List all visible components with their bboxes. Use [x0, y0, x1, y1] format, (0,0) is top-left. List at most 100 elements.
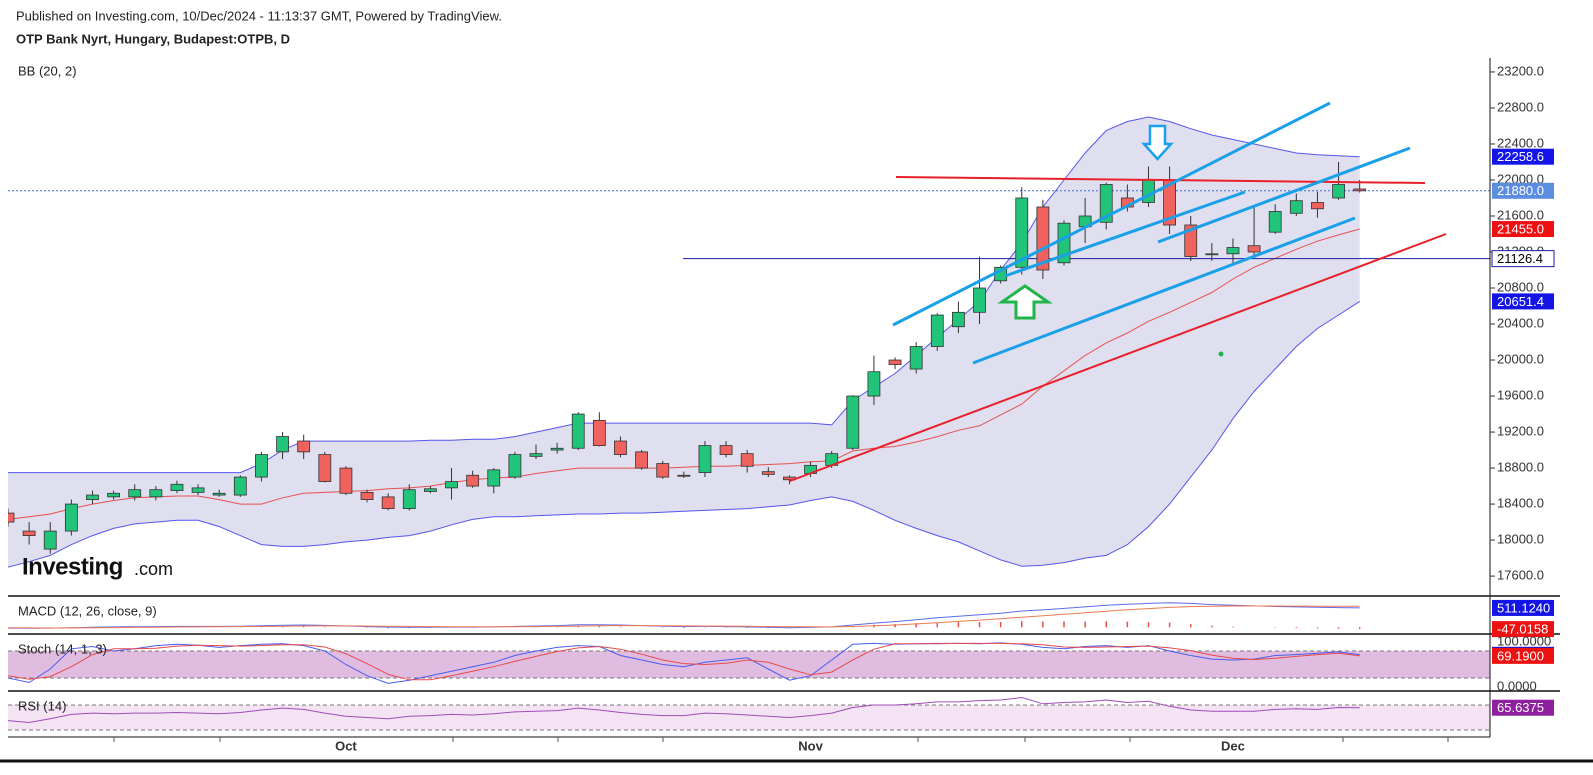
histogram-bar: [1084, 621, 1086, 628]
candle-body: [64, 503, 78, 532]
up-arrow: [997, 284, 1053, 320]
candle-body: [677, 474, 691, 477]
indicator-line: [8, 605, 1360, 629]
candle-body: [149, 489, 163, 498]
histogram-bar: [387, 627, 389, 629]
candle-body: [191, 487, 205, 493]
candle-body: [973, 287, 986, 313]
histogram-bar: [957, 622, 960, 628]
histogram-bar: [1168, 622, 1171, 628]
band-line: [8, 300, 1360, 568]
logo-brand: Investing: [22, 553, 123, 580]
candle-body: [761, 471, 775, 475]
candle-body: [445, 481, 458, 489]
candle-body: [8, 512, 15, 523]
histogram-bar: [577, 625, 579, 628]
band-line: [8, 116, 1360, 474]
histogram-bar: [556, 626, 558, 628]
candle-body: [529, 453, 543, 457]
candle-body: [1015, 197, 1029, 268]
candle-body: [1268, 211, 1282, 233]
price-box: [1492, 599, 1554, 616]
histogram-bar: [1147, 622, 1150, 628]
histogram-bar: [1063, 621, 1065, 628]
candle-body: [1205, 253, 1219, 256]
histogram-bar: [1316, 627, 1319, 629]
histogram-bar: [1211, 625, 1213, 628]
candle-body: [1353, 188, 1367, 192]
histogram-bar: [999, 621, 1002, 628]
y-tick-label: 22000.0: [1497, 171, 1544, 186]
logo: Investing .com: [22, 553, 173, 580]
channel-line: [892, 101, 1331, 327]
panel-title: RSI (14): [18, 698, 66, 713]
candle-body: [1184, 224, 1198, 257]
rsi-panel: [8, 696, 1490, 731]
y-tick-label: 18400.0: [1497, 496, 1544, 511]
drawings: [789, 101, 1447, 482]
y-tick-label: 19200.0: [1497, 423, 1544, 438]
candle-body: [402, 489, 416, 509]
level-band: [8, 705, 1490, 730]
price-box-label: -47.0158: [1497, 622, 1548, 637]
candle-body: [571, 413, 585, 449]
candle-body: [86, 494, 99, 500]
candle-body: [508, 454, 522, 478]
candle-body: [487, 469, 501, 487]
y-tick-label: 20800.0: [1497, 279, 1544, 294]
candle-body: [614, 440, 627, 455]
band-fill: [8, 116, 1360, 568]
price-box-label: 20651.4: [1497, 294, 1544, 309]
logo-suffix: .com: [134, 559, 173, 579]
candle-body: [255, 454, 268, 478]
stoch-panel: [8, 642, 1490, 684]
x-tick-label: Oct: [335, 738, 357, 753]
published-line: Published on Investing.com, 10/Dec/2024 …: [16, 8, 502, 23]
candle-body: [22, 530, 36, 536]
candle-body: [1099, 184, 1113, 223]
time-ticks: [113, 737, 1449, 742]
price-box: [1491, 250, 1555, 268]
indicator-line: [8, 642, 1360, 681]
candle-body: [550, 447, 564, 451]
candle-body: [1332, 184, 1345, 199]
candle-body: [381, 496, 395, 509]
y-tick-label: 18800.0: [1497, 460, 1544, 475]
candle-body: [698, 445, 712, 473]
y-tick-label: 20400.0: [1497, 315, 1544, 330]
histogram-bar: [1232, 626, 1234, 628]
candle-body: [170, 483, 184, 491]
down-arrow: [1141, 124, 1174, 161]
resistance-line: [895, 176, 1426, 184]
histogram-bar: [683, 627, 685, 628]
histogram-bar: [936, 622, 939, 628]
support-trendline: [789, 233, 1447, 482]
candle-body: [128, 489, 142, 498]
histogram-bar: [619, 626, 622, 628]
histogram-bar: [1337, 627, 1340, 629]
price-box-label: 21126.4: [1497, 251, 1543, 266]
candle-body: [1226, 247, 1240, 255]
panel-title: Stoch (14, 1, 3): [18, 641, 107, 656]
histogram-bar: [1126, 621, 1129, 628]
y-tick-label: 22800.0: [1497, 99, 1544, 114]
candle-body: [297, 440, 311, 453]
candle-body: [1142, 179, 1155, 203]
y-tick-label: 20000.0: [1497, 351, 1544, 366]
histogram-bar: [1358, 627, 1361, 630]
candle-body: [635, 451, 648, 469]
histogram-bar: [978, 622, 981, 628]
candle-body: [846, 395, 860, 449]
candle-body: [656, 463, 670, 478]
price-box-label: 22258.6: [1497, 149, 1544, 164]
price-box: [1492, 148, 1554, 165]
histogram-bar: [302, 626, 305, 628]
candle-body: [740, 453, 754, 467]
price-box: [1492, 221, 1554, 238]
y-tick-label: 23200.0: [1497, 63, 1544, 78]
marker-dot: [1218, 351, 1224, 357]
x-tick-label: Dec: [1221, 738, 1245, 753]
candle-body: [909, 346, 923, 370]
y-tick-label: 17600.0: [1497, 568, 1544, 583]
